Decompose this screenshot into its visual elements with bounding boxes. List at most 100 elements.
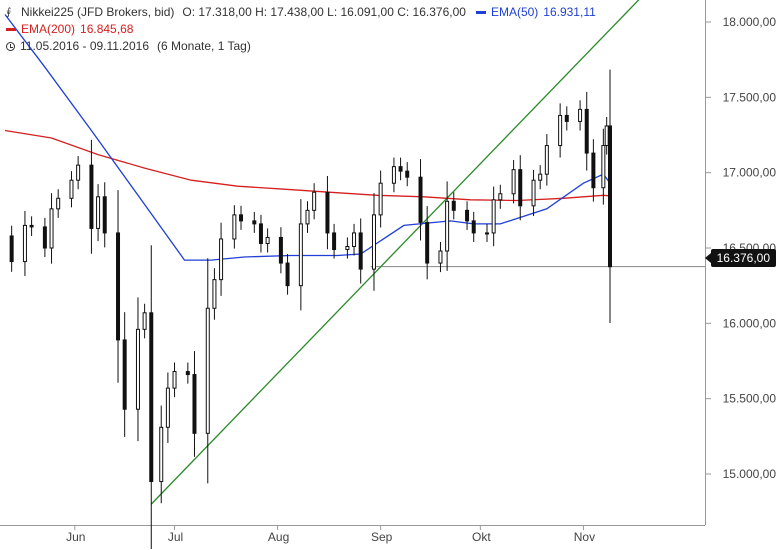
candle-body: [584, 108, 589, 154]
candle-body: [485, 232, 490, 235]
candle-body: [165, 387, 170, 428]
candle-body: [135, 328, 140, 410]
candle-body: [185, 371, 190, 376]
candle-body: [471, 220, 476, 234]
x-tick-label: Aug: [268, 530, 289, 544]
candle-body: [518, 169, 523, 207]
candle-body: [278, 236, 283, 264]
candle-body: [69, 179, 74, 199]
ema50-value: 16.931,11: [543, 5, 596, 19]
ema200-swatch: [6, 28, 16, 31]
candle-body: [76, 164, 81, 181]
candle-body: [285, 262, 290, 287]
candle-body: [544, 145, 549, 175]
candle-body: [451, 200, 456, 211]
ema200-label: EMA(200): [21, 22, 76, 36]
candle-body: [538, 173, 543, 181]
last-price-tag: 16.376,00: [704, 249, 776, 267]
ema50-path: [4, 14, 611, 261]
ema200-path: [4, 129, 611, 202]
ohlc-values: O: 17.318,00 H: 17.438,00 L: 16.091,00 C…: [182, 5, 466, 19]
candle-body: [601, 145, 606, 189]
candle-body: [258, 223, 263, 244]
legend-range-row: 11.05.2016 - 09.11.2016 (6 Monate, 1 Tag…: [6, 38, 596, 55]
candle-body: [192, 374, 197, 434]
candle-body: [29, 224, 34, 228]
trendline-segment: [150, 0, 640, 505]
y-tick-label: 15.000,00: [723, 467, 777, 481]
y-tick-label: 18.000,00: [723, 15, 777, 29]
candle-body: [445, 200, 450, 252]
candle-body: [498, 193, 503, 201]
candle-body: [564, 114, 569, 122]
x-tick-label: Nov: [574, 530, 595, 544]
x-axis: Jun Jul Aug Sep Okt Nov: [66, 525, 595, 544]
x-tick-label: Jun: [66, 530, 85, 544]
candle-body: [172, 371, 177, 389]
candle-body: [325, 191, 330, 234]
instrument-name: Nikkei225 (JFD Brokers, bid): [21, 5, 175, 19]
candle-body: [122, 339, 127, 410]
ema50-swatch: [475, 11, 486, 14]
candle-body: [438, 250, 443, 264]
candle-body: [96, 196, 101, 229]
candle-body: [116, 232, 121, 341]
y-tick-label: 15.500,00: [723, 392, 777, 406]
y-tick-label: 17.000,00: [723, 166, 777, 180]
candle-body: [491, 199, 496, 234]
candle-body: [159, 426, 164, 483]
chart-grid: [0, 0, 706, 526]
candle-body: [239, 214, 244, 222]
candle-body: [149, 312, 154, 483]
x-tick-label: Jul: [168, 530, 183, 544]
candle-body: [298, 223, 303, 287]
candle-body: [22, 224, 27, 263]
y-tick-label: 17.500,00: [723, 90, 777, 104]
candle-body: [465, 209, 470, 222]
candle-body: [56, 197, 61, 210]
candle-body: [531, 179, 536, 207]
period-label: (6 Monate, 1 Tag): [157, 39, 251, 53]
candle-body: [378, 182, 383, 216]
legend-ema200-row: EMA(200) 16.845,68: [6, 21, 596, 38]
x-tick-label: Sep: [371, 530, 393, 544]
candle-body: [418, 176, 423, 223]
candle-body: [558, 114, 563, 147]
candle-body: [511, 169, 516, 195]
ema200-value: 16.845,68: [80, 22, 134, 36]
candle-body: [398, 166, 403, 172]
x-tick-label: Okt: [472, 530, 491, 544]
candle-body: [142, 312, 147, 330]
candle-body: [578, 108, 583, 122]
candle-body: [425, 221, 430, 264]
candle-body: [345, 245, 350, 251]
candle-body: [49, 208, 54, 249]
candle-body: [332, 232, 337, 251]
candle-body: [89, 164, 94, 229]
candle-body: [212, 279, 217, 309]
candle-body: [604, 125, 609, 147]
candle-body: [358, 232, 363, 270]
candle-body: [312, 191, 317, 211]
candle-body: [352, 232, 357, 247]
candle-body: [405, 170, 410, 178]
trendline: [150, 0, 640, 505]
candle-body: [102, 196, 107, 234]
y-axis: 18.000,0017.500,0017.000,0016.500,0016.0…: [705, 15, 776, 481]
candle-body: [252, 220, 257, 225]
ema200-line: [4, 129, 611, 202]
y-tick-label: 16.000,00: [723, 316, 777, 330]
candle-body: [9, 235, 14, 263]
candles: [9, 69, 612, 550]
candle-body: [591, 152, 596, 189]
legend-instrument-row: ⨚ Nikkei225 (JFD Brokers, bid) O: 17.318…: [6, 4, 596, 21]
date-range: 11.05.2016 - 09.11.2016: [20, 39, 149, 53]
chart-legend: ⨚ Nikkei225 (JFD Brokers, bid) O: 17.318…: [6, 4, 596, 55]
candle-body: [371, 214, 376, 270]
ema50-line: [4, 14, 611, 261]
candle-body: [219, 238, 224, 281]
candle-body: [391, 166, 396, 184]
candle-body: [42, 226, 47, 249]
ema50-label: EMA(50): [490, 5, 539, 19]
